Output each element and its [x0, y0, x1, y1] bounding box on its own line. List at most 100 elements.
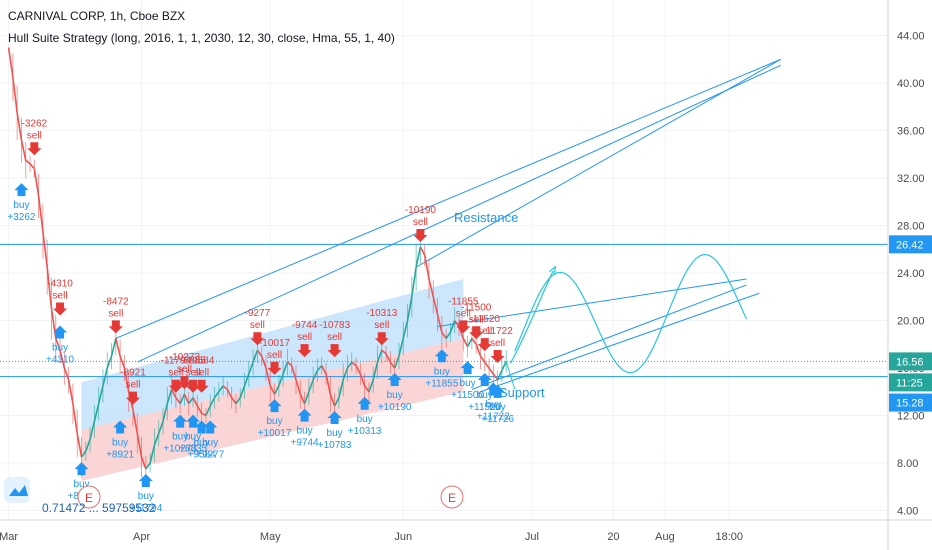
tradingview-logo[interactable] — [4, 477, 30, 503]
strategy-label[interactable]: Hull Suite Strategy (long, 2016, 1, 1, 2… — [8, 31, 395, 45]
price-segment — [50, 308, 57, 339]
earnings-marker[interactable]: E — [77, 485, 101, 509]
x-tick-label: Jul — [525, 531, 539, 543]
sell-value: -9744 — [292, 320, 318, 331]
price-segment — [97, 385, 104, 404]
sell-word: sell — [374, 320, 389, 331]
sell-arrow-icon — [267, 361, 282, 375]
price-segment — [466, 337, 473, 348]
price-segment — [16, 112, 23, 141]
price-segment — [445, 331, 452, 339]
channel-upper-band — [81, 278, 464, 430]
sell-arrow-icon — [477, 338, 492, 352]
buy-word: buy — [434, 366, 450, 377]
price-tag-value: 26.42 — [896, 239, 924, 251]
price-segment — [290, 365, 297, 381]
price-segment — [496, 370, 503, 381]
buy-arrow-icon — [138, 473, 153, 487]
buy-value: +10273 — [163, 444, 197, 455]
sell-word: sell — [186, 368, 201, 379]
price-segment — [175, 397, 181, 405]
buy-signal: buy+8835 — [179, 414, 208, 455]
resistance-price-tag: 26.42 — [889, 235, 932, 254]
price-tag-bg — [889, 235, 932, 254]
price-segment — [479, 355, 486, 363]
buy-word: buy — [485, 400, 501, 411]
x-tick-label: Jun — [394, 531, 412, 543]
trend-line — [471, 284, 747, 390]
sell-word: sell — [490, 338, 505, 349]
buy-signal: buy+3262 — [7, 183, 36, 223]
price-segment — [282, 361, 289, 375]
buy-value: +11726 — [481, 414, 514, 425]
sell-word: sell — [477, 326, 492, 337]
chart-title[interactable]: CARNIVAL CORP, 1h, Cboe BZX — [8, 9, 186, 23]
price-segment — [286, 361, 293, 367]
buy-value: +10313 — [348, 426, 382, 437]
sell-word: sell — [194, 368, 209, 379]
sell-signal: sell-3262 — [22, 118, 48, 156]
earnings-marker[interactable]: E — [440, 485, 464, 509]
sell-signal: sell-11722 — [482, 326, 513, 364]
buy-arrow-icon — [357, 396, 372, 410]
sell-signal: sell-9277 — [245, 308, 271, 346]
buy-value: +8835 — [179, 444, 208, 455]
sell-value: -10190 — [405, 205, 437, 216]
trend-line — [137, 64, 781, 363]
buy-signal: buy+4310 — [46, 325, 75, 366]
price-segment — [196, 405, 203, 414]
price-segment — [218, 385, 224, 393]
sell-value: -8472 — [103, 296, 129, 307]
price-segment — [419, 246, 426, 256]
sell-value: -11855 — [448, 296, 479, 307]
price-segment — [33, 168, 40, 197]
y-tick-label: 24.00 — [897, 268, 925, 280]
price-segment — [93, 403, 100, 422]
sell-value: -11794 — [161, 356, 192, 367]
sell-arrow-icon — [413, 228, 428, 242]
countdown-tag: 11:25 — [889, 373, 932, 392]
support-price-tag: 15.28 — [889, 393, 932, 412]
price-segment — [55, 338, 61, 351]
buy-word: buy — [13, 200, 29, 211]
buy-signal: buy+11500 — [451, 361, 484, 401]
price-segment — [484, 361, 490, 369]
price-segment — [389, 361, 396, 369]
price-segment — [222, 385, 228, 391]
buy-signal: buy+10017 — [258, 399, 292, 439]
sell-value: -4310 — [47, 279, 73, 290]
y-tick-label: 28.00 — [897, 221, 925, 233]
sell-arrow-icon — [327, 344, 342, 358]
sell-word: sell — [267, 350, 282, 361]
buy-signal: buy+10190 — [378, 373, 412, 413]
price-segment — [436, 314, 443, 333]
price-segment — [85, 438, 91, 452]
sell-value: -10313 — [366, 308, 398, 319]
price-segment — [368, 379, 374, 393]
sell-value: -8835 — [180, 356, 206, 367]
price-segment — [393, 355, 400, 369]
price-segment — [406, 296, 413, 321]
support-annotation: Support — [499, 385, 545, 400]
sell-value: -9584 — [189, 356, 215, 367]
buy-word: buy — [52, 343, 68, 354]
price-segment — [7, 47, 14, 78]
sell-arrow-icon — [374, 332, 389, 346]
price-segment — [256, 349, 263, 357]
sell-value: -11500 — [461, 302, 492, 313]
sell-signal: sell-8835 — [180, 356, 206, 393]
sell-arrow-icon — [297, 344, 312, 358]
price-tag-bg — [889, 352, 932, 371]
price-segment — [110, 338, 117, 357]
trend-line — [415, 58, 782, 268]
price-segment — [316, 365, 323, 371]
price-segment — [67, 379, 74, 404]
buy-value: +9584 — [188, 450, 217, 461]
price-segment — [80, 450, 87, 458]
projection-curve — [514, 253, 747, 374]
price-segment — [25, 159, 31, 165]
sell-signal: sell-9744 — [292, 320, 318, 358]
price-segment — [248, 361, 254, 375]
